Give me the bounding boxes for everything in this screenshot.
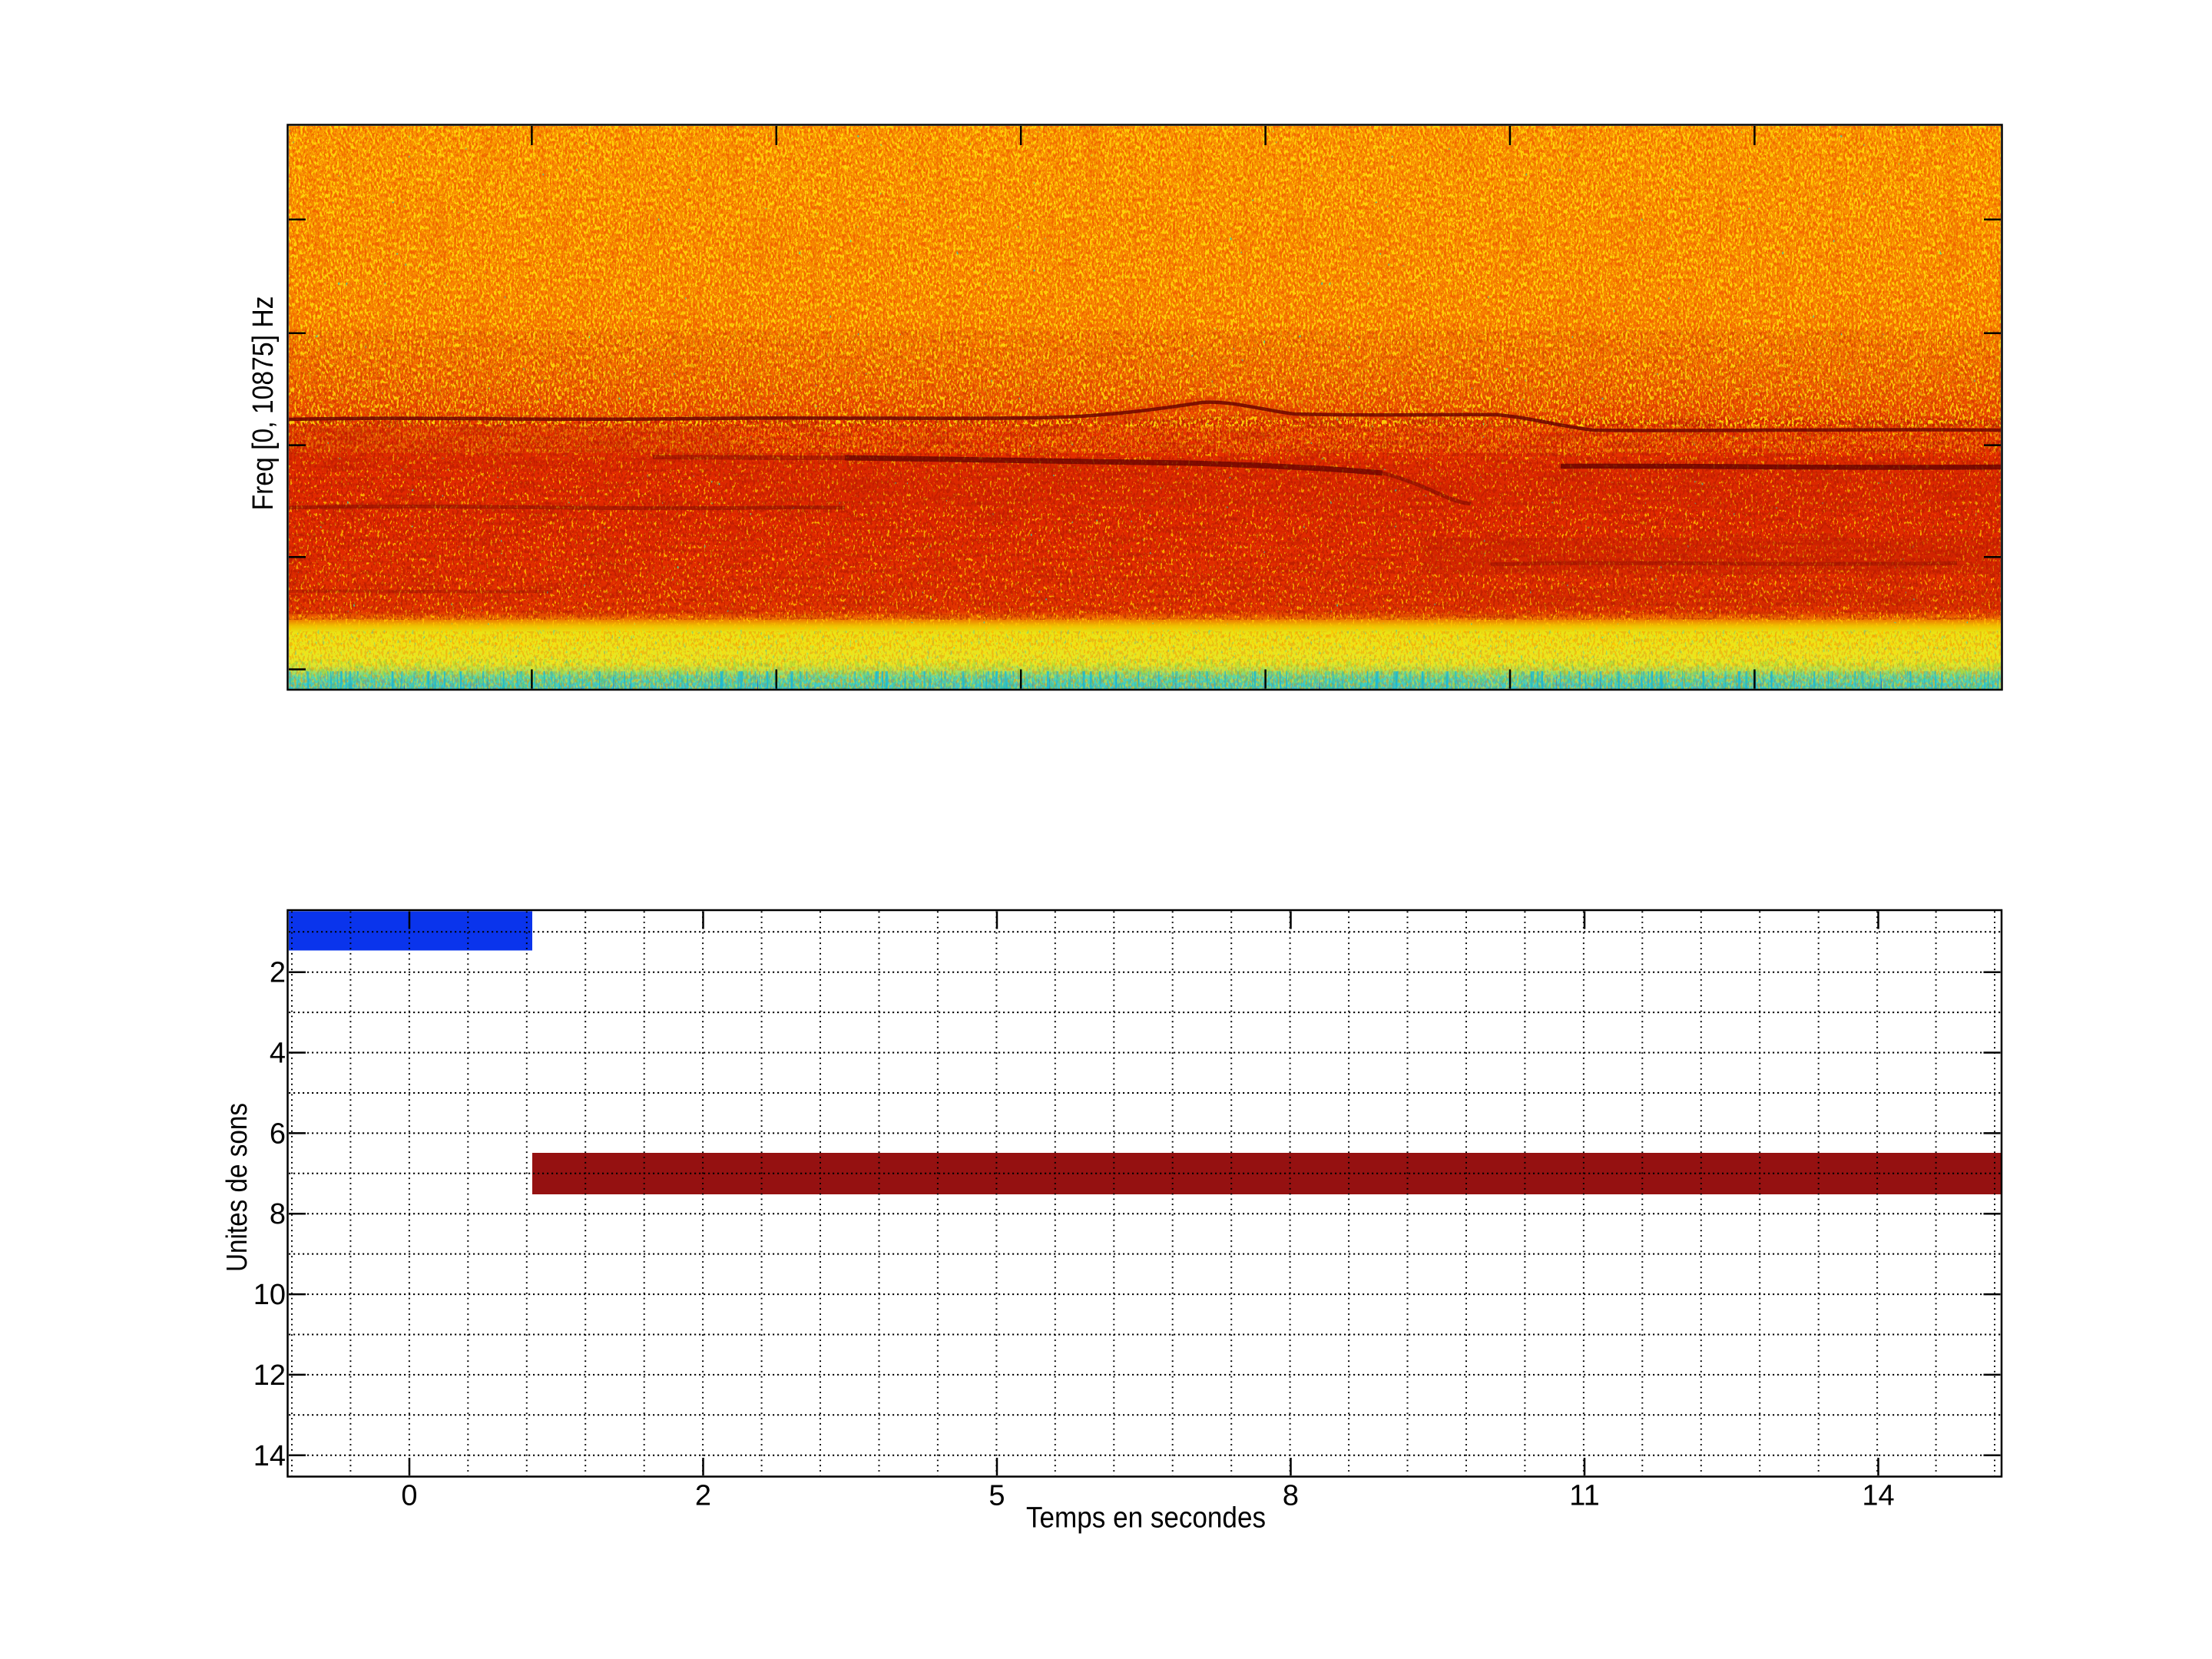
svg-text:2: 2 bbox=[270, 957, 286, 989]
svg-text:14: 14 bbox=[253, 1440, 286, 1472]
svg-text:2: 2 bbox=[695, 1480, 711, 1512]
svg-text:8: 8 bbox=[270, 1198, 286, 1230]
svg-text:6: 6 bbox=[270, 1118, 286, 1150]
svg-text:8: 8 bbox=[1283, 1480, 1299, 1512]
svg-text:Temps en secondes: Temps en secondes bbox=[1026, 1502, 1266, 1535]
svg-text:4: 4 bbox=[270, 1038, 286, 1070]
svg-text:0: 0 bbox=[401, 1480, 417, 1512]
svg-text:10: 10 bbox=[253, 1279, 286, 1311]
svg-text:5: 5 bbox=[988, 1480, 1005, 1512]
svg-text:11: 11 bbox=[1569, 1480, 1599, 1512]
svg-text:14: 14 bbox=[1862, 1480, 1894, 1512]
svg-text:12: 12 bbox=[253, 1359, 286, 1392]
svg-text:Unites de sons: Unites de sons bbox=[221, 1103, 253, 1272]
svg-text:Freq [0, 10875] Hz: Freq [0, 10875] Hz bbox=[247, 296, 280, 511]
